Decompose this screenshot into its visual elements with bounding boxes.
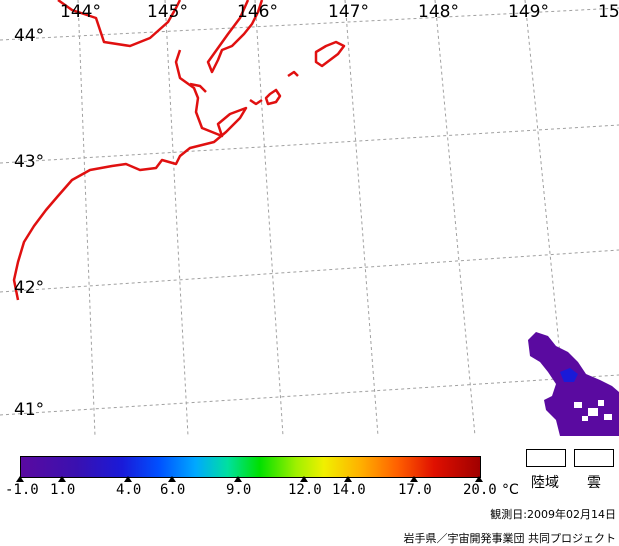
longitude-label-146: 146° bbox=[237, 2, 278, 22]
latitude-label-41: 41° bbox=[14, 400, 45, 420]
sst-cloud-holes bbox=[574, 400, 612, 421]
colorbar-tick bbox=[344, 476, 352, 482]
colorbar-tick bbox=[16, 476, 24, 482]
island-2 bbox=[264, 88, 282, 106]
coastline bbox=[12, 0, 346, 301]
east-coast-fragment bbox=[189, 82, 207, 93]
sst-region bbox=[528, 332, 619, 436]
colorbar-unit: °C bbox=[502, 482, 519, 498]
graticule bbox=[0, 0, 619, 437]
map-panel bbox=[0, 0, 619, 437]
latitude-line-42 bbox=[0, 249, 619, 293]
longitude-label-148: 148° bbox=[418, 2, 459, 22]
cloud-legend-box bbox=[574, 449, 614, 467]
colorbar-tick-label: 9.0 bbox=[226, 482, 252, 498]
colorbar-tick-label: 20.0 bbox=[463, 482, 497, 498]
hokkaido-coast bbox=[57, 0, 182, 48]
colorbar-tick bbox=[475, 476, 483, 482]
longitude-line-144 bbox=[77, 0, 96, 437]
cloud-legend-label: 雲 bbox=[587, 475, 601, 491]
colorbar-tick bbox=[168, 476, 176, 482]
colorbar-tick-label: 6.0 bbox=[160, 482, 186, 498]
colorbar-tick bbox=[124, 476, 132, 482]
colorbar-tick-label: 1.0 bbox=[50, 482, 76, 498]
latitude-line-44 bbox=[0, 7, 619, 41]
longitude-label-145: 145° bbox=[147, 2, 188, 22]
kunashiri-island bbox=[314, 40, 346, 68]
longitude-label-147: 147° bbox=[328, 2, 369, 22]
longitude-line-147 bbox=[344, 0, 379, 437]
latitude-label-44: 44° bbox=[14, 26, 45, 46]
colorbar-tick bbox=[300, 476, 308, 482]
colorbar-tick-label: 12.0 bbox=[288, 482, 322, 498]
colorbar-tick bbox=[58, 476, 66, 482]
longitude-line-148 bbox=[434, 0, 476, 437]
latitude-line-41 bbox=[0, 374, 619, 416]
sst-blue-spot bbox=[560, 368, 578, 382]
colorbar-tick-label: 4.0 bbox=[116, 482, 142, 498]
island-1 bbox=[249, 98, 263, 106]
latitude-label-43: 43° bbox=[14, 152, 45, 172]
longitude-line-149 bbox=[524, 0, 569, 437]
land-legend-label: 陸域 bbox=[531, 475, 559, 491]
latitude-line-43 bbox=[0, 124, 619, 164]
land-legend-box bbox=[526, 449, 566, 467]
longitude-label-149: 149° bbox=[508, 2, 549, 22]
nemuro-coast bbox=[12, 49, 248, 301]
colorbar-tick bbox=[234, 476, 242, 482]
latitude-label-42: 42° bbox=[14, 278, 45, 298]
colorbar-tick-label: 14.0 bbox=[332, 482, 366, 498]
colorbar-tick-label: -1.0 bbox=[5, 482, 39, 498]
observation-date: 観測日:2009年02月14日 bbox=[490, 508, 616, 521]
longitude-line-146 bbox=[254, 0, 284, 437]
longitude-line-145 bbox=[164, 0, 189, 437]
temperature-colorbar bbox=[20, 456, 481, 478]
shiretoko-peninsula bbox=[206, 0, 264, 74]
longitude-label-150: 15 bbox=[598, 2, 619, 22]
longitude-label-144: 144° bbox=[60, 2, 101, 22]
colorbar-tick-label: 17.0 bbox=[398, 482, 432, 498]
credit-line: 岩手県／宇宙開発事業団 共同プロジェクト bbox=[403, 532, 617, 545]
colorbar-tick bbox=[410, 476, 418, 482]
sst-patch-main bbox=[528, 332, 619, 436]
island-3 bbox=[287, 70, 299, 78]
